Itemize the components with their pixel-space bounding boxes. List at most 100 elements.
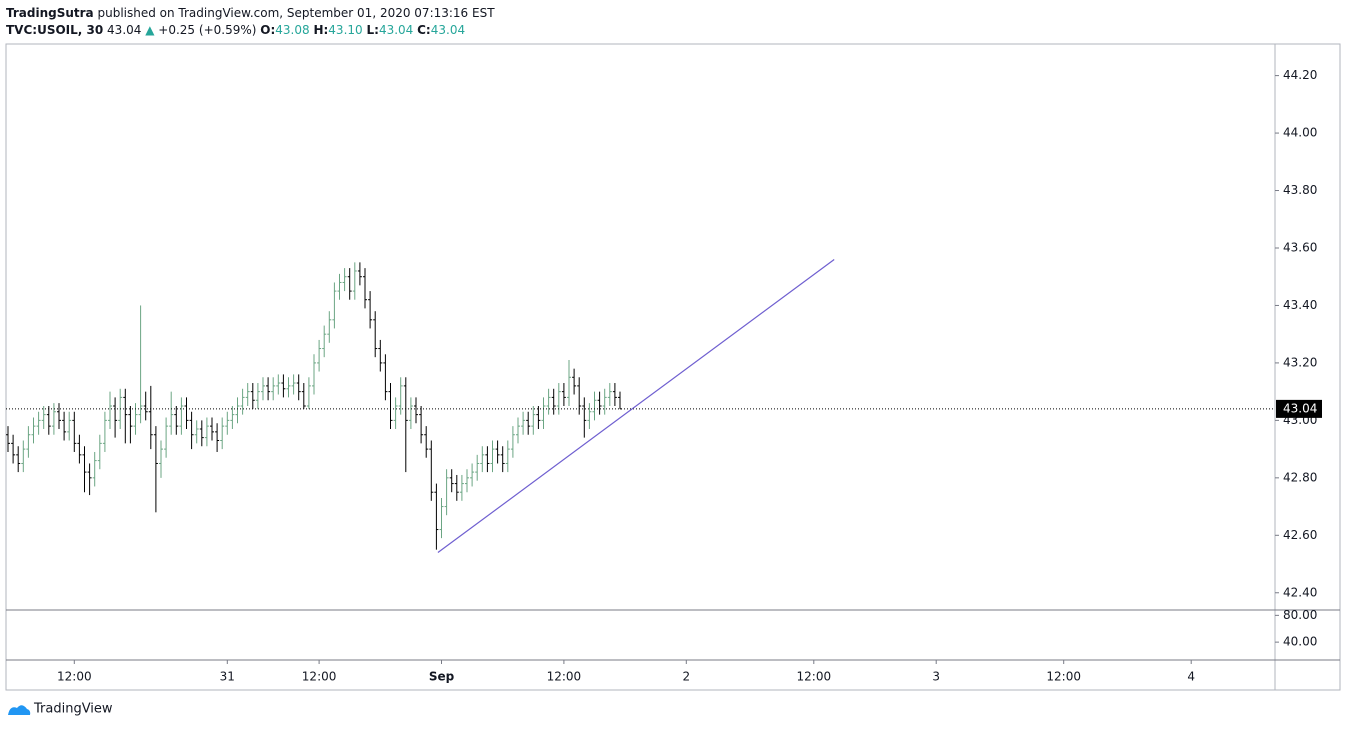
ohlc-bar [215,423,220,452]
ohlc-bar [475,454,480,481]
ohlc-bar [210,417,214,441]
ohlc-bar [179,397,184,435]
ohlc-bar [327,311,332,343]
ohlc-bar [148,385,153,450]
ohlc-bar [373,311,378,358]
y-tick-label: 42.80 [1283,470,1317,484]
ohlc-bar [408,397,413,429]
ohlc-bar [332,282,337,329]
ohlc-bar [602,388,607,415]
ohlc-bar [414,397,418,424]
ohlc-bar [301,383,306,409]
last-price-box [1276,399,1322,418]
ohlc-bar [184,397,189,429]
ohlc-bar [337,273,342,300]
ohlc-bar [521,411,526,435]
ohlc-bar [541,397,546,429]
ohlc-bar [459,474,464,501]
ohlc-bar [138,305,143,424]
ohlc-bar [403,377,408,473]
up-arrow: ▲ [145,23,155,37]
ohlc-bar [21,440,26,473]
ohlc-bar [92,451,97,487]
ohlc-bar [169,391,174,435]
ohlc-bar [429,440,434,501]
y-tick-label: 43.40 [1283,298,1317,312]
ohlc-bar [419,406,424,444]
ohlc-bar [255,383,260,409]
legend-key: H: [313,23,328,37]
ohlc-bar [383,354,388,401]
ohlc-bar [618,391,622,410]
ohlc-bar [434,483,439,550]
ohlc-bar [189,411,194,450]
ohlc-bar [199,420,204,447]
indicator-tick-label: 80.00 [1283,608,1317,622]
ohlc-bar [46,406,51,435]
header-line: TradingSutra published on TradingView.co… [6,6,495,20]
ohlc-bar [398,377,403,415]
ohlc-bar [587,403,592,429]
published: published on TradingView.com, September … [97,6,495,20]
symbol: TVC:USOIL, 30 [6,23,103,37]
ohlc-bar [393,397,398,429]
ohlc-bar [567,360,571,407]
ohlc-bar [194,420,199,444]
ohlc-bar [556,383,561,415]
ohlc-bar [388,383,393,429]
ohlc-bar [449,469,454,493]
y-tick-label: 43.20 [1283,355,1317,369]
ohlc-bar [312,354,316,395]
ohlc-bar [444,469,449,516]
ohlc-bar [108,391,112,429]
ohlc-bar [31,417,36,444]
ohlc-bar [57,403,61,429]
ohlc-bar [67,411,72,441]
legend-key: L: [366,23,378,37]
x-tick-label: Sep [429,670,455,684]
ohlc-bar [174,406,179,435]
legend-key: O: [260,23,275,37]
ohlc-bar [36,411,41,435]
ohlc-bar [220,417,225,450]
ohlc-bar [342,268,347,292]
y-tick-label: 44.00 [1283,126,1317,140]
x-tick-label: 31 [220,670,235,684]
y-tick-label: 44.20 [1283,68,1317,82]
ohlc-bar [235,397,240,424]
ohlc-bar [41,406,46,429]
publisher: TradingSutra [6,6,94,20]
ohlc-bar [490,440,495,473]
ohlc-bar [240,388,245,415]
ohlc-bar [62,411,67,441]
ohlc-bar [11,434,16,464]
ohlc-bar [516,417,520,444]
ohlc-bar [87,463,92,496]
legend-value: 43.08 [275,23,309,37]
trendline [437,258,835,554]
x-tick-label: 4 [1187,670,1195,684]
ohlc-bar [592,391,597,421]
ohlc-bar [424,426,429,458]
ohlc-bar [572,368,577,395]
ohlc-bar [72,411,77,452]
ohlc-bar [250,383,255,409]
ohlc-bar [531,406,536,435]
ohlc-bar [51,403,56,435]
ohlc-bar [510,426,515,458]
ohlc-bar [276,374,281,395]
ohlc-bar [500,446,505,473]
ohlc-bar [352,262,357,300]
change: +0.25 (+0.59%) [158,23,256,37]
ohlc-bar [245,383,250,407]
ohlc-bar [266,377,271,401]
ohlc-bar [82,446,87,493]
chart-frame [5,43,1341,691]
ohlc-bar [113,397,118,438]
ohlc-bar [143,391,148,421]
ohlc-bar [551,388,556,415]
ohlc-bar [505,440,510,473]
ohlc-bar [26,426,31,458]
ohlc-bar [261,377,265,401]
ohlc-bar [322,325,327,358]
